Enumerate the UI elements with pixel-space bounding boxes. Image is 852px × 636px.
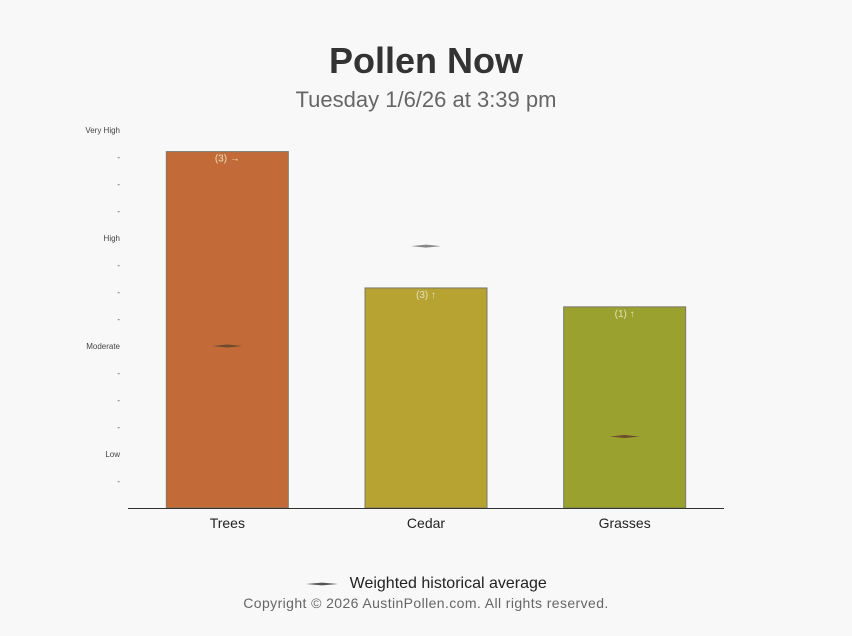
chart-title: Pollen Now xyxy=(328,40,523,81)
y-tick-label-0: - xyxy=(117,477,120,486)
y-tick-label-6: - xyxy=(117,315,120,324)
y-tick-label-8: - xyxy=(117,261,120,270)
x-tick-label-cedar: Cedar xyxy=(407,515,445,531)
y-tick-label-10: - xyxy=(117,207,120,216)
bar-trees xyxy=(165,151,289,509)
y-tick-label-12: - xyxy=(117,153,120,162)
historical-average-marker-cedar xyxy=(411,244,441,248)
bar-label-cedar: (3) ↑ xyxy=(416,290,436,301)
y-tick-label-13: Very High xyxy=(85,126,120,135)
legend-label: Weighted historical average xyxy=(349,575,547,592)
legend-swatch-icon xyxy=(306,582,339,586)
bar-grasses xyxy=(563,306,687,509)
y-tick-label-2: - xyxy=(117,423,120,432)
bar-label-trees: (3) → xyxy=(215,154,240,165)
y-tick-label-4: - xyxy=(117,369,120,378)
copyright-text: Copyright © 2026 AustinPollen.com. All r… xyxy=(243,595,609,611)
y-tick-label-11: - xyxy=(117,180,120,189)
bar-cedar xyxy=(364,287,488,509)
chart-legend: Weighted historical average xyxy=(0,575,852,593)
y-tick-label-5: Moderate xyxy=(86,342,120,351)
chart-subtitle: Tuesday 1/6/26 at 3:39 pm xyxy=(295,87,557,112)
y-tick-label-7: - xyxy=(117,288,120,297)
y-tick-label-9: High xyxy=(104,234,120,243)
x-tick-label-trees: Trees xyxy=(210,515,245,531)
y-tick-label-1: Low xyxy=(105,450,120,459)
pollen-bar-chart: - Low - - - Moderate - - - High - - - Very High (3) → T… xyxy=(85,126,724,531)
historical-average-marker-grasses xyxy=(609,434,640,438)
historical-average-marker-trees xyxy=(212,344,243,348)
x-tick-label-grasses: Grasses xyxy=(599,515,651,531)
y-tick-label-3: - xyxy=(117,396,120,405)
bar-label-grasses: (1) ↑ xyxy=(615,309,635,320)
